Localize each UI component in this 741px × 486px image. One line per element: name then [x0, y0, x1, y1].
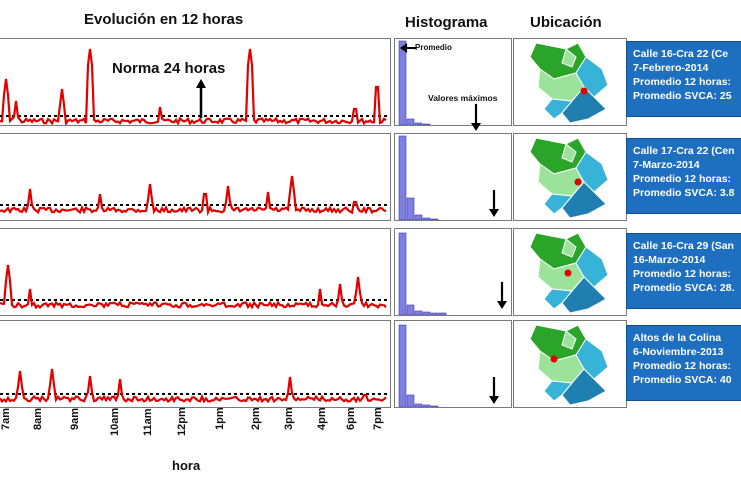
station-avg-12h: Promedio 12 horas: — [633, 173, 732, 185]
station-date: 7-Marzo-2014 — [633, 159, 700, 171]
map-district-shape — [543, 288, 573, 310]
x-tick-label: 6pm — [345, 407, 357, 430]
histogram-panel-2 — [394, 133, 512, 221]
station-location-marker — [580, 87, 588, 95]
x-tick-label: 7am — [0, 407, 12, 430]
map-panel-2 — [513, 133, 627, 221]
station-location: Calle 16-Cra 22 (Ce — [633, 48, 729, 60]
station-avg-12h: Promedio 12 horas: — [633, 268, 732, 280]
map-district-shape — [543, 380, 573, 402]
map-panel-3 — [513, 228, 627, 316]
histogram-bar — [406, 197, 415, 220]
map-district-shape — [561, 276, 607, 314]
map-panel-1 — [513, 38, 627, 126]
down-arrow-icon — [489, 190, 499, 217]
histogram-bar — [422, 123, 431, 125]
station-svca: Promedio SVCA: 3.8 — [633, 187, 735, 199]
histogram-bar — [398, 135, 407, 220]
histogram-bar — [438, 312, 447, 315]
x-tick-label: 8am — [32, 407, 44, 430]
timeseries-panel-4 — [0, 320, 391, 408]
x-tick-label: 10am — [109, 407, 121, 436]
station-info-4: Altos de la Colina 6-Noviembre-2013 Prom… — [626, 325, 741, 401]
map-district-shape — [543, 98, 573, 120]
histogram-title: Histograma — [405, 14, 488, 31]
map-district-shape — [561, 181, 607, 219]
x-tick-label: 9am — [69, 407, 81, 430]
histogram-panel-4 — [394, 320, 512, 408]
station-date: 16-Marzo-2014 — [633, 254, 706, 266]
x-tick-label: 7pm — [372, 407, 384, 430]
timeseries-panel-2 — [0, 133, 391, 221]
station-location: Calle 16-Cra 29 (San — [633, 240, 734, 252]
histogram-bar — [430, 405, 439, 407]
station-location: Calle 17-Cra 22 (Cen — [633, 145, 735, 157]
station-location-marker — [574, 178, 582, 186]
histogram-panel-3 — [394, 228, 512, 316]
x-tick-label: 3pm — [283, 407, 295, 430]
histogram-bar — [430, 218, 439, 220]
x-tick-label: 1pm — [214, 407, 226, 430]
histogram-bar — [414, 214, 423, 220]
x-tick-label: 4pm — [316, 407, 328, 430]
valores-maximos-annotation: Valores máximos — [428, 93, 498, 103]
station-info-2: Calle 17-Cra 22 (Cen 7-Marzo-2014 Promed… — [626, 138, 741, 214]
histogram-bar — [414, 310, 423, 315]
map-district-shape — [543, 193, 573, 215]
histogram-bar — [406, 304, 415, 315]
down-arrow-icon — [497, 282, 507, 309]
histogram-bar — [398, 324, 407, 407]
promedio-annotation: Promedio — [415, 43, 452, 52]
x-tick-label: 12pm — [176, 407, 188, 436]
station-location: Altos de la Colina — [633, 332, 722, 344]
x-tick-label: 2pm — [250, 407, 262, 430]
histogram-bar — [406, 118, 415, 125]
timeseries-panel-3 — [0, 228, 391, 316]
station-info-3: Calle 16-Cra 29 (San 16-Marzo-2014 Prome… — [626, 233, 741, 309]
station-avg-12h: Promedio 12 horas: — [633, 360, 732, 372]
down-arrow-icon — [471, 104, 481, 131]
left-arrow-icon — [400, 43, 416, 53]
x-axis-label: hora — [172, 458, 201, 473]
station-svca: Promedio SVCA: 40 — [633, 374, 732, 386]
norma-24h-annotation: Norma 24 horas — [112, 60, 226, 77]
station-svca: Promedio SVCA: 25 — [633, 90, 732, 102]
map-district-shape — [561, 48, 577, 68]
histogram-bar — [414, 403, 423, 407]
station-info-1: Calle 16-Cra 22 (Ce 7-Febrero-2014 Prome… — [626, 41, 741, 117]
histogram-bar — [422, 404, 431, 407]
histogram-panel-1 — [394, 38, 512, 126]
histogram-bar — [398, 232, 407, 315]
down-arrow-icon — [489, 377, 499, 404]
histogram-bar — [414, 122, 423, 125]
concentration-series-line — [0, 368, 387, 404]
station-location-marker — [550, 355, 558, 363]
station-date: 6-Noviembre-2013 — [633, 346, 724, 358]
histogram-bar — [430, 312, 439, 315]
concentration-series-line — [0, 264, 387, 310]
histogram-bar — [398, 40, 407, 125]
x-tick-label: 11am — [142, 408, 154, 436]
concentration-series-line — [0, 175, 387, 217]
map-district-shape — [561, 368, 607, 406]
histogram-bar — [406, 394, 415, 407]
timeseries-panel-1 — [0, 38, 391, 126]
map-district-shape — [561, 238, 577, 258]
station-svca: Promedio SVCA: 28. — [633, 282, 735, 294]
evolution-title: Evolución en 12 horas — [84, 11, 244, 28]
station-avg-12h: Promedio 12 horas: — [633, 76, 732, 88]
map-district-shape — [561, 143, 577, 163]
concentration-series-line — [0, 48, 387, 125]
histogram-bar — [422, 311, 431, 315]
x-axis: 7am 8am 9am 10am 11am 12pm 1pm 2pm 3pm 4… — [0, 407, 390, 436]
map-panel-4 — [513, 320, 627, 408]
up-arrow-icon — [196, 79, 206, 118]
location-title: Ubicación — [530, 14, 602, 31]
map-district-shape — [561, 330, 577, 350]
station-location-marker — [564, 269, 572, 277]
histogram-bar — [422, 217, 431, 220]
station-date: 7-Febrero-2014 — [633, 62, 709, 74]
